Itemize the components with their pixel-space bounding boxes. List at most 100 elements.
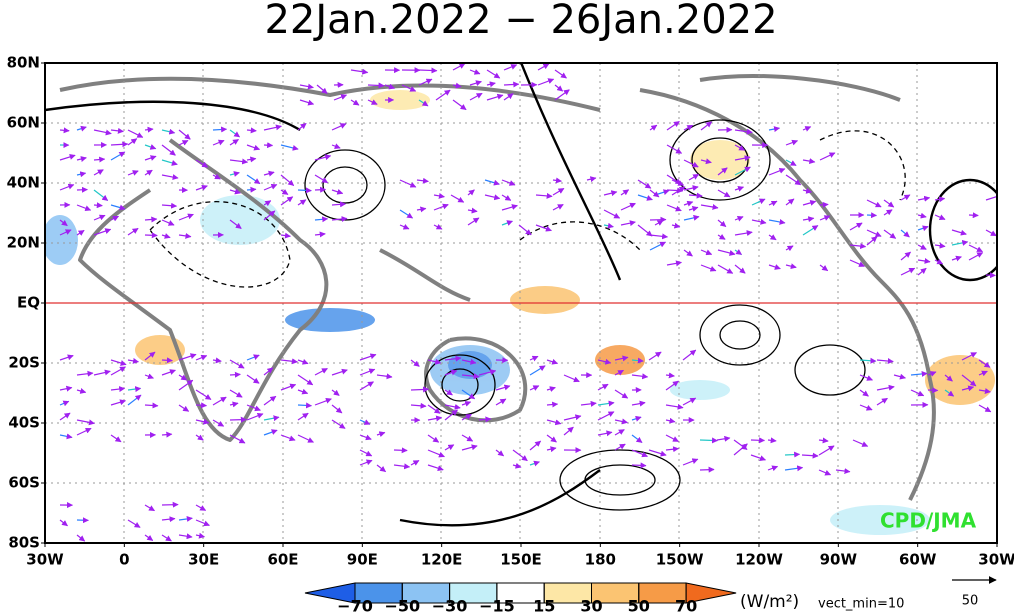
wind-vector bbox=[486, 69, 501, 79]
wind-vector bbox=[968, 252, 984, 261]
wind-vector bbox=[263, 170, 275, 177]
wind-vector bbox=[944, 389, 955, 397]
latitude-label: 60S bbox=[8, 474, 40, 492]
wind-vector bbox=[649, 189, 660, 198]
wind-vector bbox=[331, 368, 348, 376]
latitude-label: 80S bbox=[8, 534, 40, 552]
wind-vector bbox=[866, 236, 878, 246]
wind-vector bbox=[478, 369, 497, 376]
wind-vector bbox=[951, 239, 969, 246]
wind-vector bbox=[734, 166, 751, 176]
wind-vector bbox=[835, 468, 851, 475]
wind-vector bbox=[195, 532, 205, 539]
wind-vector bbox=[614, 418, 629, 425]
wind-vector bbox=[263, 415, 280, 422]
wind-vector bbox=[280, 434, 296, 442]
longitude-label: 30W bbox=[26, 551, 64, 569]
wind-vector bbox=[350, 68, 369, 75]
wind-vector bbox=[917, 225, 929, 232]
wind-vector bbox=[110, 359, 127, 366]
wind-vector bbox=[359, 459, 373, 466]
wind-vector bbox=[849, 222, 863, 231]
wind-vector bbox=[785, 174, 802, 186]
wind-vector bbox=[666, 144, 683, 154]
wind-vector bbox=[751, 218, 767, 225]
wind-vector bbox=[359, 449, 373, 457]
longitude-label: 60E bbox=[267, 551, 298, 569]
wind-vector bbox=[297, 402, 313, 409]
wind-vector bbox=[229, 138, 239, 146]
wind-vector bbox=[76, 388, 87, 394]
wind-vector bbox=[819, 152, 836, 161]
wind-vector bbox=[768, 264, 781, 270]
wind-vector bbox=[59, 519, 68, 527]
wind-vector bbox=[393, 463, 411, 470]
wind-vector bbox=[866, 199, 882, 208]
wind-vector bbox=[768, 126, 781, 133]
wind-vector bbox=[314, 186, 327, 193]
wind-vector bbox=[802, 199, 817, 206]
colorbar-tick-label: 30 bbox=[580, 597, 602, 612]
wind-vector bbox=[314, 397, 332, 406]
wind-vector bbox=[444, 403, 461, 410]
wind-vector bbox=[246, 374, 260, 384]
wind-vector bbox=[649, 233, 669, 240]
wind-vector bbox=[614, 429, 625, 436]
wind-vector bbox=[883, 209, 893, 216]
wind-vector bbox=[859, 357, 877, 364]
wind-vector bbox=[263, 429, 278, 436]
wind-vector bbox=[59, 219, 68, 227]
wind-vector bbox=[978, 404, 992, 413]
wind-vector bbox=[819, 201, 829, 208]
wind-vector bbox=[59, 412, 71, 421]
wind-vector bbox=[331, 123, 347, 131]
wind-vector bbox=[350, 99, 360, 106]
wind-vector bbox=[699, 466, 715, 473]
wind-vector bbox=[537, 63, 550, 71]
wind-vector bbox=[144, 534, 154, 541]
latitude-label: EQ bbox=[17, 294, 40, 312]
wind-vector bbox=[299, 99, 315, 106]
wind-vector bbox=[631, 415, 642, 422]
wind-vector bbox=[767, 437, 777, 444]
wind-vector bbox=[367, 82, 385, 89]
wind-vector bbox=[93, 156, 106, 163]
wind-vector bbox=[229, 416, 247, 423]
wind-vector bbox=[195, 184, 208, 191]
wind-vector bbox=[410, 402, 427, 409]
wind-vector bbox=[683, 200, 694, 207]
wind-vector bbox=[161, 516, 176, 523]
wind-vector bbox=[229, 158, 249, 165]
colorbar-unit: (W/m²) bbox=[740, 592, 799, 612]
latitude-label: 40N bbox=[7, 174, 40, 192]
wind-vector bbox=[433, 203, 449, 211]
wind-vector bbox=[93, 369, 111, 376]
wind-vector bbox=[195, 434, 204, 441]
wind-vector bbox=[144, 144, 157, 150]
wind-vector bbox=[852, 439, 869, 447]
longitude-label: 150E bbox=[500, 551, 542, 569]
wind-vector bbox=[859, 404, 873, 411]
wind-vector bbox=[546, 434, 557, 443]
wind-vector bbox=[76, 156, 87, 162]
wind-vector bbox=[866, 229, 882, 237]
wind-vector bbox=[614, 443, 626, 451]
wind-vector bbox=[144, 504, 155, 512]
wind-vector bbox=[144, 216, 158, 223]
wind-vector bbox=[700, 264, 717, 272]
wind-vector bbox=[665, 434, 679, 442]
wind-vector bbox=[76, 534, 86, 542]
wind-vector bbox=[734, 249, 743, 256]
wind-vector bbox=[554, 84, 564, 92]
wind-vector bbox=[859, 374, 873, 381]
wind-vector bbox=[161, 174, 179, 180]
wind-vector bbox=[280, 232, 291, 239]
wind-vector bbox=[59, 154, 76, 161]
longitude-label: 0 bbox=[119, 551, 129, 569]
wind-vector bbox=[934, 242, 946, 249]
wind-vector bbox=[376, 464, 387, 473]
wind-vector bbox=[333, 94, 348, 101]
wind-vector bbox=[161, 233, 171, 239]
wind-vector bbox=[178, 232, 192, 239]
wind-vector bbox=[501, 194, 512, 201]
